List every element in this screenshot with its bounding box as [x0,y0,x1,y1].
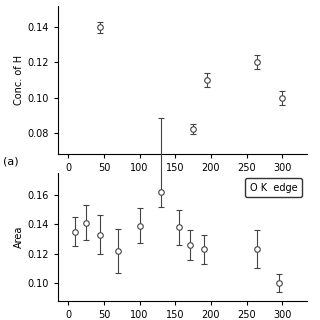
X-axis label: Temperature in K: Temperature in K [135,175,230,185]
Legend: O K  edge: O K edge [245,178,302,197]
Text: (a): (a) [3,157,19,167]
Y-axis label: Conc. of H: Conc. of H [14,55,24,105]
Y-axis label: Area: Area [14,226,24,248]
